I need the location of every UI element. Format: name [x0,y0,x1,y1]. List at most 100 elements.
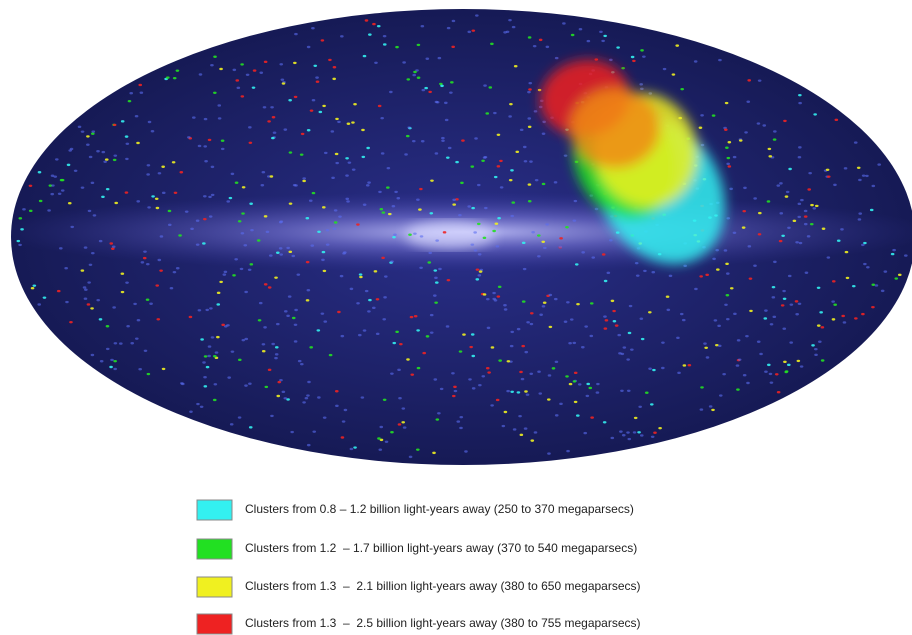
dot [212,355,217,358]
dot [263,326,267,329]
dot [264,385,269,389]
dot [50,174,55,177]
dot [297,359,302,363]
dot [501,424,506,428]
dot [219,67,223,71]
dot [311,98,316,102]
dot [337,120,341,124]
dot [173,191,178,195]
dot [202,242,206,245]
dot [129,92,134,95]
dot [493,175,498,179]
dot [661,366,665,370]
dot [239,267,244,271]
dot [419,187,423,191]
dot [379,208,384,211]
dot [263,60,268,64]
dot [210,165,215,169]
dot [80,130,85,133]
dot [649,403,654,406]
dot [548,325,553,329]
dot [746,381,750,385]
dot [427,261,432,264]
dot [866,266,870,269]
dot [113,367,117,371]
dot [335,161,339,165]
dot [416,329,420,332]
dot [590,416,594,419]
dot [528,81,533,85]
dot [782,327,787,330]
dot [539,313,543,316]
dot [412,73,417,77]
dot [278,247,283,250]
dot [203,117,208,121]
dot [575,414,580,417]
dot [343,408,348,412]
dot [756,122,761,125]
dot [834,118,839,122]
dot [338,215,342,218]
dot [581,251,585,254]
dot [391,205,396,208]
dot [455,198,459,201]
dot [724,101,729,105]
dot [283,397,288,400]
dot [146,164,151,167]
dot [566,301,570,304]
dot [612,320,617,323]
dot [189,410,193,413]
dot [591,256,596,259]
dot [653,431,657,434]
dot [276,394,281,398]
dot [640,337,645,341]
dot [705,356,710,359]
dot [510,330,515,334]
dot [373,270,378,273]
dot [521,344,526,348]
dot [626,431,630,434]
dot [780,304,785,307]
dot [519,433,524,437]
dot [86,135,90,138]
dot [572,341,577,345]
dot [345,174,349,177]
dot [603,34,607,38]
dot [159,269,163,272]
dot [291,254,296,258]
dot [856,166,861,169]
dot [769,323,774,326]
dot [306,45,311,49]
dot [356,223,360,226]
dot [368,33,372,36]
dot [440,84,444,88]
dot [305,217,310,220]
dot [203,217,207,221]
dot [568,382,573,386]
dot [249,263,254,266]
dot [48,184,53,187]
legend-label: Clusters from 1.3 – 2.5 billion light-ye… [245,616,641,630]
dot [311,191,316,195]
dot [482,236,487,240]
dot [437,56,442,60]
dot [167,223,172,227]
dot [485,297,490,301]
dot [576,302,580,306]
dot [203,195,207,198]
dot [640,49,644,52]
dot [251,86,256,89]
dot [316,329,321,332]
dot [588,386,593,390]
dot [668,274,673,278]
dot [294,184,298,187]
dot [421,88,426,92]
dot [845,276,850,280]
dot [267,368,272,372]
dot [279,63,284,66]
dot [446,278,451,282]
dot [342,252,346,255]
dot [279,253,284,256]
dot [529,160,533,163]
dot [537,234,541,237]
